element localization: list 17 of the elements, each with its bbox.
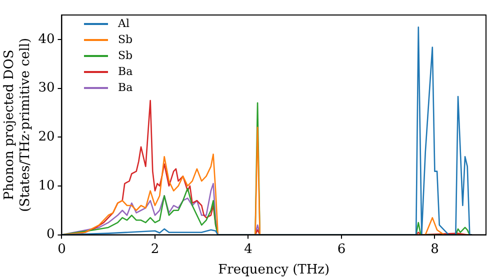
y-tick-label: 0 [46, 227, 55, 242]
x-axis-title: Frequency (THz) [218, 262, 330, 278]
x-tick-label: 2 [150, 242, 160, 257]
x-tick-label: 0 [58, 242, 66, 257]
legend-label: Sb [118, 32, 133, 48]
x-tick-label: 8 [430, 242, 439, 257]
legend-label: Sb [118, 48, 133, 64]
legend-label: Ba [118, 80, 133, 96]
x-tick-label: 6 [337, 242, 346, 257]
legend-label: Ba [118, 64, 133, 80]
y-tick-label: 30 [38, 80, 55, 96]
legend-label: Al [118, 16, 130, 32]
x-tick-label: 4 [244, 242, 252, 257]
y-tick-label: 20 [38, 129, 55, 144]
y-axis-title: Phonon projected DOS (States/THz·primitive cell) [2, 38, 33, 212]
y-tick-label: 10 [38, 178, 55, 194]
y-tick-label: 40 [38, 32, 55, 47]
